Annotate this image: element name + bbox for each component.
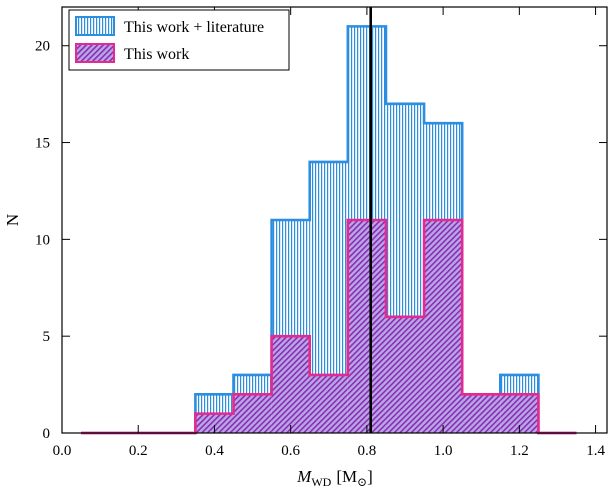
x-label-unit-open: [M	[336, 467, 357, 486]
histogram-outline	[81, 218, 577, 435]
y-tick-label: 5	[43, 329, 51, 345]
x-tick-label: 0.6	[281, 443, 300, 459]
histogram-bar	[385, 316, 425, 433]
x-label-subscript: WD	[311, 475, 331, 489]
y-tick-label: 10	[35, 232, 50, 248]
axes-frame	[61, 6, 608, 434]
histogram-bar	[347, 220, 386, 433]
y-tick-label: 20	[35, 39, 50, 55]
series-this-work	[81, 218, 577, 435]
x-tick-label: 1.4	[586, 443, 605, 459]
y-tick-label: 15	[35, 136, 50, 152]
legend-swatch-this-work	[75, 43, 115, 63]
legend-label-this-work-plus-literature: This work + literature	[124, 19, 264, 36]
x-tick-label: 1.2	[510, 443, 529, 459]
x-label-unit-subscript: ⊙	[357, 475, 367, 489]
plot-area	[81, 7, 577, 435]
y-tick-label: 0	[43, 426, 51, 442]
x-tick-label: 0.4	[205, 443, 224, 459]
x-label-symbol: M	[296, 467, 312, 486]
series-this-work-plus-literature	[81, 25, 577, 435]
legend-label-this-work: This work	[124, 46, 189, 63]
histogram-bar	[462, 394, 501, 433]
legend: This work + literature This work	[68, 9, 290, 71]
histogram-bar	[233, 394, 272, 433]
x-tick-label: 1.0	[434, 443, 453, 459]
x-tick-label: 0.0	[53, 443, 72, 459]
histogram-bar	[309, 374, 348, 433]
x-axis-ticks: 0.0 0.2 0.4 0.6 0.8 1.0 1.2 1.4	[53, 7, 605, 459]
histogram-bar	[195, 413, 234, 433]
y-axis-label: N	[3, 214, 22, 226]
x-axis-label: MWD [M⊙]	[296, 467, 373, 489]
y-axis-ticks: 0 5 10 15 20	[35, 39, 607, 442]
x-label-unit-close: ]	[367, 467, 373, 486]
x-tick-label: 0.8	[358, 443, 377, 459]
histogram-bar	[271, 336, 310, 433]
legend-swatch-this-work-plus-literature	[75, 16, 115, 36]
histogram-outline	[81, 25, 577, 435]
histogram-bar	[424, 220, 463, 433]
x-tick-label: 0.2	[129, 443, 148, 459]
